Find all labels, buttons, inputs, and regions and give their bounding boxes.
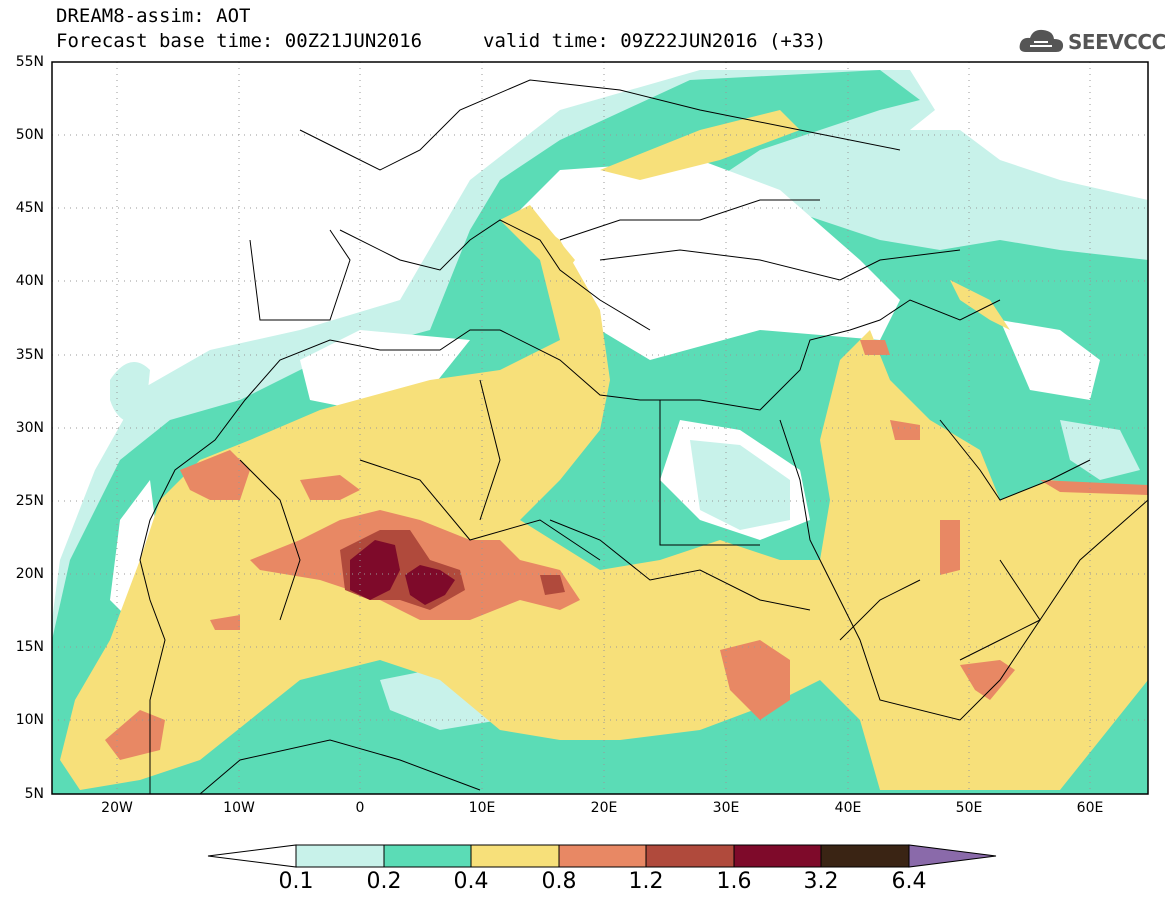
colorbar-label: 0.2 — [366, 869, 402, 894]
valid-time: valid time: 09Z22JUN2016 (+33) — [483, 30, 827, 52]
colorbar-label: 0.1 — [278, 869, 314, 894]
colorbar-seg-4 — [558, 844, 647, 868]
colorbar-label: 0.4 — [453, 869, 489, 894]
colorbar-label: 0.8 — [541, 869, 577, 894]
graticule — [52, 62, 1148, 794]
lon-label: 40E — [834, 800, 862, 816]
colorbar-seg-2 — [383, 844, 472, 868]
lon-label: 20W — [101, 800, 133, 816]
lat-label: 15N — [15, 639, 44, 655]
lat-label: 45N — [15, 200, 44, 216]
colorbar-label: 1.6 — [716, 869, 752, 894]
colorbar-seg-5 — [645, 844, 735, 868]
lat-label: 35N — [15, 347, 44, 363]
lat-label: 40N — [15, 273, 44, 289]
lat-label: 50N — [15, 127, 44, 143]
forecast-base-time: Forecast base time: 00Z21JUN2016 — [56, 30, 423, 52]
colorbar-seg-8 — [908, 844, 997, 868]
cloud-icon — [1019, 29, 1064, 52]
colorbar-seg-7 — [820, 844, 910, 868]
colorbar-label: 6.4 — [891, 869, 927, 894]
lon-label: 30E — [712, 800, 740, 816]
lat-label: 55N — [15, 54, 44, 70]
aot-level-1-6 — [350, 540, 455, 605]
seevccc-logo: SEEVCCC — [1018, 24, 1165, 58]
aot-level-0-1-inner — [380, 420, 1140, 730]
lat-label: 10N — [15, 712, 44, 728]
logo-text: SEEVCCC — [1068, 30, 1165, 54]
lon-label: 10E — [468, 800, 496, 816]
colorbar-label: 1.2 — [628, 869, 664, 894]
lat-label: 25N — [15, 493, 44, 509]
colorbar-seg-3 — [470, 844, 560, 868]
coastlines — [139, 79, 1148, 794]
colorbar-seg-0 — [207, 844, 297, 868]
map-title: DREAM8-assim: AOT — [56, 5, 251, 27]
colorbar-label: 3.2 — [803, 869, 839, 894]
lon-label: 50E — [955, 800, 983, 816]
lon-label: 0 — [355, 800, 365, 816]
lat-label: 5N — [24, 786, 44, 802]
lon-label: 10W — [223, 800, 255, 816]
colorbar-seg-6 — [733, 844, 822, 868]
lon-label: 60E — [1076, 800, 1104, 816]
lat-label: 20N — [15, 566, 44, 582]
lat-label: 30N — [15, 420, 44, 436]
colorbar-seg-1 — [295, 844, 385, 868]
map-frame — [51, 61, 1149, 795]
lon-label: 20E — [590, 800, 618, 816]
